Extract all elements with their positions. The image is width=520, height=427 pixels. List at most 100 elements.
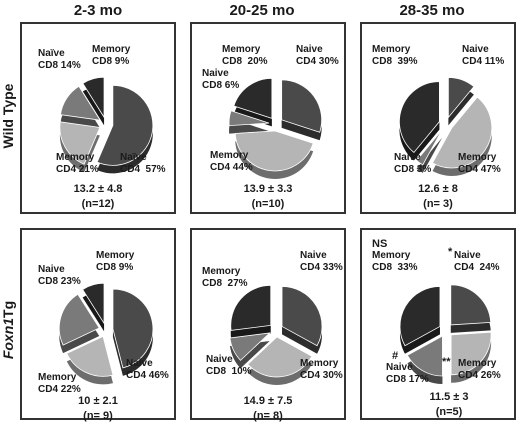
pie-slice-memory-cd4 (66, 335, 114, 377)
slice-label-line1: Memory (96, 250, 135, 261)
panel-mean: 14.9 ± 7.5 (243, 395, 293, 407)
pie-slice-naive-cd8 (58, 293, 100, 346)
pie-slice-naive-cd4 (281, 79, 322, 133)
slice-label-line1: Naive (462, 44, 489, 55)
pie-panel: Naive CD4 11% Memory CD4 47% Naive CD8 3% Memo… (360, 22, 516, 214)
panel-stat: 12.6 ± 8 (n= 3) (358, 182, 518, 212)
slice-label-line1: Memory (372, 250, 411, 261)
row-header-wild-type: Wild Type (0, 83, 16, 149)
slice-label-memory-cd4: Memory CD4 47% (458, 152, 501, 176)
panel-stat: 14.9 ± 7.5 (n= 8) (188, 394, 348, 424)
slice-label-line1: Naive (202, 68, 229, 79)
slice-label-line2: CD8 6% (202, 80, 240, 91)
slice-label-line2: CD8 27% (202, 278, 248, 289)
slice-label-line1: Naive (454, 250, 481, 261)
pie-chart (399, 284, 492, 385)
panel-mean: 12.6 ± 8 (418, 183, 458, 195)
slice-label-line1: Memory (300, 358, 339, 369)
slice-label-line2: CD4 21% (56, 164, 99, 175)
slice-label-line1: Memory (458, 358, 497, 369)
column-header-28-35mo: 28-35 mo (399, 2, 465, 19)
slice-label-line2: CD8 23% (38, 276, 81, 287)
slice-label-naive-cd8: Naive CD8 23% (38, 264, 81, 288)
slice-label-naive-cd4: Naive CD4 46% (126, 358, 169, 382)
slice-label-line1: Naive (126, 358, 153, 369)
pie-slice-memory-cd8 (399, 81, 440, 154)
slice-label-naive-cd8: Naive CD8 17% (386, 362, 429, 386)
slice-label-line1: Naive (386, 362, 413, 373)
significance-mark-memory-cd8: NS (372, 238, 388, 250)
slice-label-line2: CD4 44% (210, 162, 253, 173)
row-header-foxn1tg: Foxn1Tg (0, 260, 16, 400)
pie-chart (399, 77, 493, 176)
slice-label-line1: Memory (202, 266, 241, 277)
pie-slice-memory-cd8 (230, 284, 272, 331)
panel-mean: 11.5 ± 3 (429, 391, 469, 403)
slice-label-memory-cd8: Memory CD8 20% (222, 44, 268, 68)
panel-stat: 13.9 ± 3.3 (n=10) (188, 182, 348, 212)
pie-slice-naive-cd8 (229, 332, 271, 361)
slice-label-naive-cd4: Naive CD4 30% (296, 44, 339, 68)
pie-panel: Naive CD4 24% * Memory CD4 26% ** Naive CD8 17%… (360, 228, 516, 420)
slice-label-line2: CD4 26% (458, 370, 501, 381)
slice-label-naive-cd4: Naive CD4 33% (300, 250, 343, 274)
pie-slice-naive-cd8 (406, 335, 443, 377)
pie-slice-memory-cd4 (247, 336, 313, 378)
pie-slice-naive-cd4 (450, 284, 492, 326)
pie-slice-memory-cd4 (450, 331, 492, 376)
slice-label-memory-cd8: Memory CD8 39% (372, 44, 418, 68)
slice-label-line1: Memory (210, 150, 249, 161)
slice-label-line2: CD4 24% (454, 262, 500, 273)
slice-label-naive-cd4: Naïve CD4 57% (120, 152, 166, 176)
panel-n: (n= 3) (423, 198, 453, 210)
slice-label-line2: CD4 30% (296, 56, 339, 67)
slice-label-line1: Naïve (120, 152, 147, 163)
column-header-2-3mo: 2-3 mo (73, 2, 123, 19)
slice-label-line2: CD8 14% (38, 60, 81, 71)
slice-label-naive-cd4: Naive CD4 11% (462, 44, 504, 68)
slice-label-line2: CD8 9% (92, 56, 130, 67)
panel-mean: 13.2 ± 4.8 (73, 183, 123, 195)
slice-label-line1: Naive (296, 44, 323, 55)
column-header-20-25mo: 20-25 mo (229, 2, 295, 19)
pie-slice-naive-cd4 (96, 85, 154, 166)
panel-mean: 10 ± 2.1 (78, 395, 118, 407)
slice-label-memory-cd4: Memory CD4 22% (38, 372, 81, 396)
slice-label-naive-cd8: Naïve CD8 14% (38, 48, 81, 72)
slice-label-memory-cd4: Memory CD4 30% (300, 358, 343, 382)
slice-label-line1: Memory (38, 372, 77, 383)
pie-slice-naive-cd4 (112, 288, 154, 369)
pie-slice-memory-cd4 (59, 121, 101, 165)
slice-label-naive-cd8: Naive CD8 10% (206, 354, 252, 378)
slice-label-line2: CD8 20% (222, 56, 268, 67)
significance-mark-memory-cd4: ** (442, 356, 451, 368)
panel-stat: 10 ± 2.1 (n= 9) (18, 394, 178, 424)
significance-mark-naive-cd4: * (448, 246, 453, 258)
pie-chart (58, 282, 154, 385)
slice-label-line1: Naive (300, 250, 327, 261)
pie-panel: Naive CD4 46% Memory CD4 22% Naive CD8 23% Mem… (20, 228, 176, 422)
slice-label-line2: CD4 11% (462, 56, 505, 67)
panel-n: (n=10) (251, 198, 285, 210)
slice-label-memory-cd4: Memory CD4 44% (210, 150, 253, 174)
pie-panel: Naïve CD4 57% Memory CD4 21% Naïve CD8 14% Mem… (20, 22, 176, 214)
pie-slice-memory-cd8 (82, 76, 105, 119)
slice-label-line2: CD8 33% (372, 262, 418, 273)
slice-label-line1: Memory (92, 44, 131, 55)
row-header-foxn1tg-italic: Foxn1 (0, 317, 16, 360)
significance-mark-naive-cd8: # (392, 350, 399, 362)
slice-label-line2: CD4 22% (38, 384, 81, 395)
row-header-foxn1tg-plain: Tg (0, 300, 16, 318)
pie-slice-memory-cd4 (234, 130, 314, 172)
slice-label-line1: Naive (394, 152, 421, 163)
panel-stat: 11.5 ± 3 (n=5) (394, 390, 504, 420)
slice-label-line1: Naive (38, 264, 65, 275)
pie-panel: Naive CD4 33% Memory CD4 30% Naive CD8 10% Mem… (190, 228, 346, 422)
slice-label-naive-cd8: Naive CD8 6% (202, 68, 239, 92)
slice-label-line1: Memory (458, 152, 497, 163)
slice-label-line1: Memory (372, 44, 411, 55)
slice-label-memory-cd8: Memory CD8 33% (372, 250, 418, 274)
pie-chart (229, 284, 323, 385)
slice-label-line2: CD8 9% (96, 262, 134, 273)
pie-slice-memory-cd8 (399, 286, 441, 347)
